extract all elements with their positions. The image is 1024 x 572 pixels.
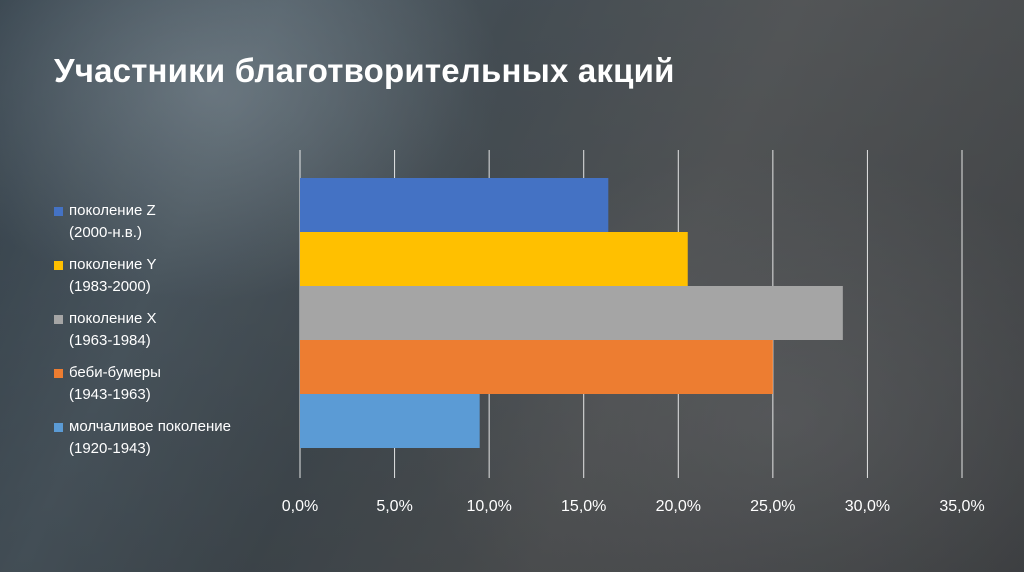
legend-item: молчаливое поколение (1920-1943)	[54, 416, 294, 470]
legend-label-years: (1943-1963)	[69, 386, 151, 403]
legend-swatch	[54, 315, 63, 324]
x-tick-label: 15,0%	[561, 498, 606, 515]
legend-label-name: поколение Z	[69, 202, 156, 219]
legend-label-years: (1920-1943)	[69, 440, 151, 457]
x-tick-label: 20,0%	[656, 498, 701, 515]
chart-title: Участники благотворительных акций	[54, 52, 675, 89]
legend-item: поколение Z (2000-н.в.)	[54, 200, 294, 254]
x-tick-label: 30,0%	[845, 498, 890, 515]
legend-item: поколение Y (1983-2000)	[54, 254, 294, 308]
legend-label-name: беби-бумеры	[69, 364, 161, 381]
legend-label-years: (1963-1984)	[69, 332, 151, 349]
bar	[300, 232, 688, 286]
legend-label-years: (2000-н.в.)	[69, 224, 142, 241]
legend-label-name: поколение Y	[69, 256, 157, 273]
legend-label-name: поколение X	[69, 310, 157, 327]
legend-label: беби-бумеры (1943-1963)	[69, 362, 161, 406]
x-tick-label: 35,0%	[939, 498, 984, 515]
x-tick-label: 25,0%	[750, 498, 795, 515]
legend-swatch	[54, 423, 63, 432]
legend-label: поколение Y (1983-2000)	[69, 254, 156, 298]
legend-label-name: молчаливое поколение	[69, 418, 231, 435]
legend-label: молчаливое поколение (1920-1943)	[69, 416, 231, 460]
bar	[300, 286, 843, 340]
legend-item: поколение X (1963-1984)	[54, 308, 294, 362]
legend-swatch	[54, 369, 63, 378]
legend-item: беби-бумеры (1943-1963)	[54, 362, 294, 416]
x-tick-label: 10,0%	[466, 498, 511, 515]
legend-label: поколение X (1963-1984)	[69, 308, 156, 352]
x-tick-label: 0,0%	[282, 498, 318, 515]
legend-swatch	[54, 261, 63, 270]
legend-label-years: (1983-2000)	[69, 278, 151, 295]
chart-legend: поколение Z (2000-н.в.) поколение Y (1983-2…	[54, 200, 294, 470]
bar	[300, 178, 609, 232]
legend-swatch	[54, 207, 63, 216]
bar	[300, 394, 480, 448]
bar	[300, 340, 773, 394]
x-tick-label: 5,0%	[376, 498, 412, 515]
legend-label: поколение Z (2000-н.в.)	[69, 200, 156, 244]
